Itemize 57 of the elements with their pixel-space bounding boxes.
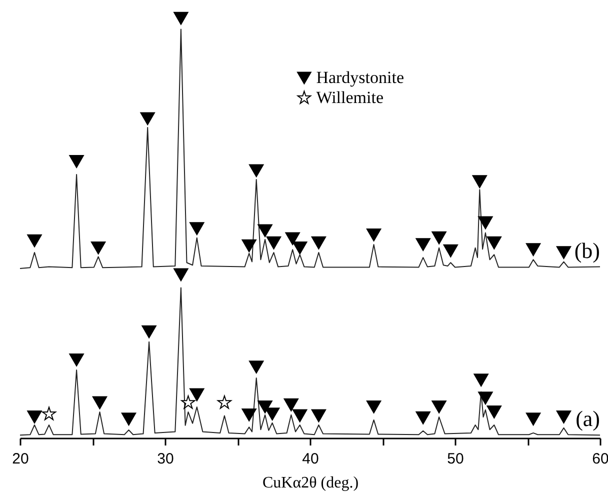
point [266, 236, 282, 250]
point [472, 175, 488, 188]
point [292, 241, 308, 254]
x-tick-label: 30 [157, 450, 174, 468]
point [416, 411, 430, 424]
point [264, 408, 280, 421]
point [90, 241, 106, 254]
point [190, 222, 204, 236]
point [311, 236, 326, 250]
point [285, 232, 300, 246]
point [526, 243, 541, 256]
legend-label: Hardystonite [316, 68, 404, 87]
point [474, 374, 488, 387]
x-tick-label: 40 [302, 450, 319, 468]
legend-label: Willemite [316, 88, 384, 107]
point [478, 392, 493, 405]
point [242, 239, 256, 252]
point [311, 409, 326, 422]
point [432, 231, 446, 244]
point [556, 246, 572, 259]
point [416, 238, 430, 252]
point [556, 410, 572, 424]
point [258, 400, 272, 414]
point [432, 400, 446, 414]
point [366, 400, 382, 414]
point [27, 234, 42, 248]
x-tick-label: 50 [447, 450, 464, 468]
point [478, 216, 493, 230]
point [248, 164, 264, 178]
series-label: (b) [574, 238, 600, 263]
point [27, 410, 42, 424]
point [190, 388, 204, 402]
point [526, 412, 541, 426]
point [140, 112, 155, 126]
point [142, 325, 156, 338]
point [69, 155, 84, 168]
point [42, 406, 56, 420]
point [217, 395, 232, 409]
point [366, 228, 382, 242]
series-label: (a) [576, 406, 600, 432]
point [258, 224, 272, 238]
x-tick-label: 60 [592, 450, 608, 468]
point [174, 268, 188, 282]
point [292, 409, 308, 422]
x-axis-title: CuKα2θ (deg.) [262, 474, 359, 492]
x-tick-label: 20 [12, 450, 29, 468]
point [92, 396, 108, 410]
point [443, 244, 458, 258]
point [181, 395, 196, 409]
point [486, 406, 502, 418]
point [69, 353, 84, 366]
point [248, 360, 264, 374]
point [486, 236, 502, 250]
point [121, 412, 136, 426]
point [284, 398, 299, 412]
point [174, 12, 188, 25]
point [242, 408, 256, 422]
